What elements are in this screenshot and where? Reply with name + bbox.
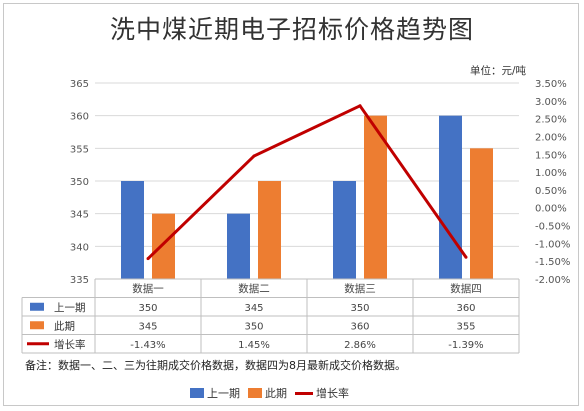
bar-prev bbox=[333, 181, 356, 279]
data-label: 355 bbox=[456, 321, 475, 332]
y-right-tick-label: 2.00% bbox=[535, 132, 567, 143]
data-label: -1.43% bbox=[130, 340, 165, 351]
bar-curr bbox=[258, 181, 281, 279]
chart-title: 洗中煤近期电子招标价格趋势图 bbox=[109, 15, 474, 44]
legend-label-prev: 上一期 bbox=[207, 387, 240, 400]
data-label: 350 bbox=[138, 303, 157, 314]
y-right-tick-label: 0.00% bbox=[535, 204, 567, 215]
bar-prev bbox=[227, 213, 250, 279]
data-label: 1.45% bbox=[238, 340, 270, 351]
y-left-tick-label: 335 bbox=[70, 275, 89, 286]
y-right-tick-label: -2.00% bbox=[535, 275, 570, 286]
legend-item-prev: 上一期 bbox=[190, 385, 240, 401]
y-left-tick-label: 365 bbox=[70, 79, 89, 90]
y-left-tick-label: 355 bbox=[70, 144, 89, 155]
data-label: 360 bbox=[350, 321, 369, 332]
table-series-label: 增长率 bbox=[54, 338, 86, 351]
data-label: 350 bbox=[350, 303, 369, 314]
legend-swatch-rate bbox=[295, 391, 313, 395]
legend-item-curr: 此期 bbox=[248, 385, 287, 401]
y-left-tick-label: 350 bbox=[70, 177, 89, 188]
footnote: 备注：数据一、二、三为往期成交价格数据，数据四为8月最新成交价格数据。 bbox=[25, 359, 406, 372]
legend-item-rate: 增长率 bbox=[295, 385, 349, 401]
y-right-tick-label: 0.50% bbox=[535, 186, 567, 197]
data-label: 350 bbox=[244, 321, 263, 332]
y-right-tick-label: 3.50% bbox=[535, 79, 567, 90]
growth-rate-line bbox=[146, 104, 468, 260]
data-label: 360 bbox=[456, 303, 475, 314]
category-label: 数据二 bbox=[238, 282, 270, 295]
legend-label-rate: 增长率 bbox=[316, 387, 349, 400]
growth-rate-point bbox=[464, 255, 468, 259]
y-left-tick-label: 340 bbox=[70, 242, 89, 253]
y-right-tick-label: -1.50% bbox=[535, 257, 570, 268]
growth-rate-point bbox=[358, 104, 362, 108]
y-right-tick-label: 1.50% bbox=[535, 150, 567, 161]
y-right-tick-label: 2.50% bbox=[535, 115, 567, 126]
bar-prev bbox=[439, 115, 462, 280]
table-swatch bbox=[30, 321, 44, 330]
y-right-tick-label: 3.00% bbox=[535, 97, 567, 108]
bar-curr bbox=[364, 115, 387, 280]
legend-swatch-prev bbox=[190, 388, 204, 398]
growth-rate-point bbox=[252, 154, 256, 158]
data-label: 2.86% bbox=[344, 340, 376, 351]
y-right-tick-label: -0.50% bbox=[535, 222, 570, 233]
table-swatch bbox=[30, 302, 44, 311]
table-series-label: 上一期 bbox=[54, 302, 86, 314]
bar-curr bbox=[152, 213, 175, 279]
y-left-tick-label: 360 bbox=[70, 112, 89, 123]
bar-prev bbox=[121, 181, 144, 279]
legend-swatch-curr bbox=[248, 388, 262, 398]
data-label: 345 bbox=[244, 303, 263, 314]
table-series-label: 此期 bbox=[54, 319, 75, 332]
chart-legend: 上一期 此期 增长率 bbox=[190, 385, 357, 401]
category-label: 数据三 bbox=[344, 282, 376, 295]
bar-curr bbox=[470, 148, 493, 279]
category-label: 数据一 bbox=[132, 282, 164, 295]
data-label: 345 bbox=[138, 321, 157, 332]
y-left-tick-label: 345 bbox=[70, 210, 89, 221]
data-label: -1.39% bbox=[448, 340, 483, 351]
y-right-tick-label: 1.00% bbox=[535, 168, 567, 179]
y-right-tick-label: -1.00% bbox=[535, 239, 570, 250]
category-label: 数据四 bbox=[450, 282, 482, 295]
unit-label: 单位：元/吨 bbox=[470, 65, 527, 77]
growth-rate-point bbox=[146, 257, 150, 261]
legend-label-curr: 此期 bbox=[265, 387, 287, 400]
